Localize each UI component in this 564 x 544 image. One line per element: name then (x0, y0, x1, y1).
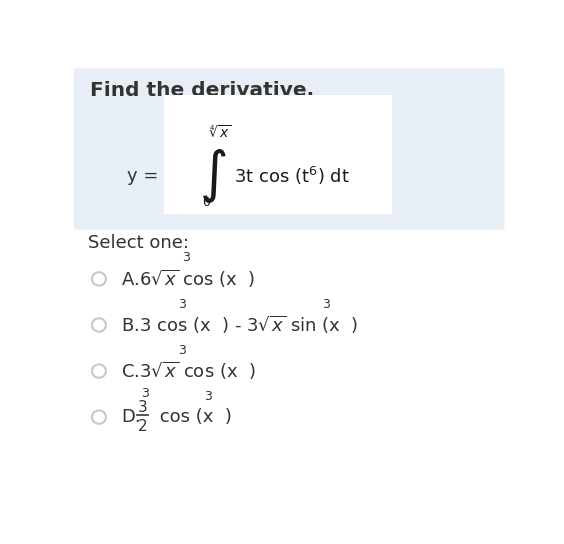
Circle shape (92, 410, 106, 424)
Text: y =: y = (127, 168, 158, 186)
Text: C.3$\sqrt{x}$ cos (x  ): C.3$\sqrt{x}$ cos (x ) (121, 360, 255, 382)
Text: 2: 2 (138, 419, 148, 434)
Text: 3: 3 (182, 251, 190, 264)
Text: 3: 3 (322, 298, 330, 311)
Text: Select one:: Select one: (88, 234, 189, 252)
Text: Find the derivative.: Find the derivative. (90, 81, 314, 100)
Text: D.: D. (121, 408, 140, 426)
Text: 3: 3 (178, 298, 186, 311)
Text: 3: 3 (142, 387, 149, 400)
Text: 0: 0 (202, 196, 210, 209)
Text: $\sqrt[4]{x}$: $\sqrt[4]{x}$ (209, 124, 232, 141)
Text: B.3 cos (x  ) - 3$\sqrt{x}$ sin (x  ): B.3 cos (x ) - 3$\sqrt{x}$ sin (x ) (121, 314, 358, 336)
Text: A.6$\sqrt{x}$ cos (x  ): A.6$\sqrt{x}$ cos (x ) (121, 268, 255, 290)
Text: 3: 3 (138, 400, 148, 415)
Circle shape (92, 318, 106, 332)
Text: cos (x  ): cos (x ) (153, 408, 231, 426)
FancyBboxPatch shape (73, 68, 505, 230)
Circle shape (92, 364, 106, 378)
Text: 3: 3 (204, 390, 212, 403)
Text: 3: 3 (178, 344, 186, 357)
Text: $\int$: $\int$ (200, 147, 227, 205)
Text: 3t cos (t$^6$) dt: 3t cos (t$^6$) dt (235, 165, 350, 187)
FancyBboxPatch shape (165, 95, 392, 214)
Circle shape (92, 272, 106, 286)
